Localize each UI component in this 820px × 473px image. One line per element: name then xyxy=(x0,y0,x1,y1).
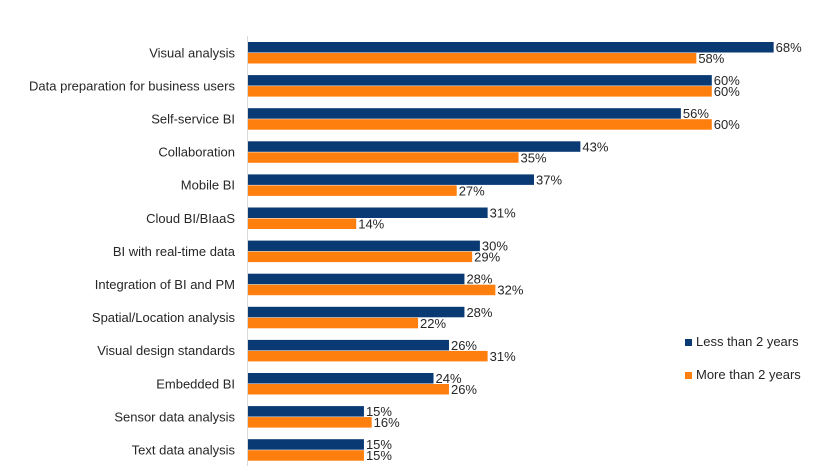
legend: Less than 2 years More than 2 years xyxy=(685,334,801,382)
data-label-less-than-2-years-spatial-location-analysis: 28% xyxy=(466,305,492,320)
category-label-mobile-bi: Mobile BI xyxy=(181,178,235,193)
category-label-embedded-bi: Embedded BI xyxy=(156,376,235,391)
bar-more-than-2-years-sensor-data-analysis xyxy=(248,417,372,428)
bar-more-than-2-years-visual-design-standards xyxy=(248,350,488,362)
data-label-more-than-2-years-visual-design-standards: 31% xyxy=(490,349,516,364)
data-label-more-than-2-years-collaboration: 35% xyxy=(521,150,547,165)
category-label-visual-design-standards: Visual design standards xyxy=(97,343,235,358)
data-label-less-than-2-years-embedded-bi: 24% xyxy=(436,371,462,386)
data-label-less-than-2-years-data-preparation-for-business-users: 60% xyxy=(714,73,740,88)
legend-label-less-than-2-years: Less than 2 years xyxy=(696,334,799,349)
data-label-less-than-2-years-visual-design-standards: 26% xyxy=(451,338,477,353)
bar-less-than-2-years-text-data-analysis xyxy=(248,439,364,450)
data-label-more-than-2-years-text-data-analysis: 15% xyxy=(366,448,392,463)
bar-more-than-2-years-self-service-bi xyxy=(248,119,712,130)
bar-less-than-2-years-collaboration xyxy=(248,141,581,152)
bar-more-than-2-years-collaboration xyxy=(248,152,519,163)
bar-less-than-2-years-visual-analysis xyxy=(248,42,774,53)
bar-less-than-2-years-integration-of-bi-and-pm xyxy=(248,273,465,285)
category-labels: Visual analysis Data preparation for busi… xyxy=(29,45,236,457)
data-label-less-than-2-years-self-service-bi: 56% xyxy=(683,106,709,121)
data-label-less-than-2-years-cloud-bi-biaas: 31% xyxy=(490,206,516,221)
category-label-cloud-bi-biaas: Cloud BI/BIaaS xyxy=(146,211,235,226)
bar-more-than-2-years-data-preparation-for-business-users xyxy=(248,86,712,97)
category-label-bi-with-real-time-data: BI with real-time data xyxy=(113,244,236,259)
data-label-less-than-2-years-integration-of-bi-and-pm: 28% xyxy=(466,272,492,287)
legend-swatch-less-than-2-years xyxy=(685,339,692,346)
bar-less-than-2-years-embedded-bi xyxy=(248,373,434,384)
bar-more-than-2-years-visual-analysis xyxy=(248,53,697,64)
data-label-more-than-2-years-cloud-bi-biaas: 14% xyxy=(358,217,384,232)
bar-more-than-2-years-mobile-bi xyxy=(248,185,457,196)
category-label-sensor-data-analysis: Sensor data analysis xyxy=(114,409,235,424)
bar-more-than-2-years-cloud-bi-biaas xyxy=(248,218,357,229)
bar-less-than-2-years-data-preparation-for-business-users xyxy=(248,75,712,86)
data-label-less-than-2-years-mobile-bi: 37% xyxy=(536,172,562,187)
category-label-spatial-location-analysis: Spatial/Location analysis xyxy=(92,310,236,325)
data-label-more-than-2-years-embedded-bi: 26% xyxy=(451,382,477,397)
bar-series xyxy=(248,42,774,461)
data-label-more-than-2-years-bi-with-real-time-data: 29% xyxy=(474,250,500,265)
bar-more-than-2-years-text-data-analysis xyxy=(248,450,364,461)
bar-more-than-2-years-bi-with-real-time-data xyxy=(248,251,473,263)
bar-less-than-2-years-self-service-bi xyxy=(248,108,681,119)
data-label-more-than-2-years-integration-of-bi-and-pm: 32% xyxy=(497,283,523,298)
bar-less-than-2-years-visual-design-standards xyxy=(248,339,449,351)
data-label-more-than-2-years-data-preparation-for-business-users: 60% xyxy=(714,84,740,99)
bar-more-than-2-years-embedded-bi xyxy=(248,384,449,395)
data-label-less-than-2-years-visual-analysis: 68% xyxy=(776,40,802,55)
category-label-visual-analysis: Visual analysis xyxy=(149,45,235,60)
data-label-less-than-2-years-collaboration: 43% xyxy=(582,139,608,154)
category-label-data-preparation-for-business-users: Data preparation for business users xyxy=(29,78,235,93)
data-label-more-than-2-years-sensor-data-analysis: 16% xyxy=(374,415,400,430)
data-label-more-than-2-years-spatial-location-analysis: 22% xyxy=(420,316,446,331)
legend-swatch-more-than-2-years xyxy=(685,372,692,379)
bar-less-than-2-years-sensor-data-analysis xyxy=(248,406,364,417)
bar-less-than-2-years-bi-with-real-time-data xyxy=(248,240,480,252)
data-labels: 68%58%60%60%56%60%43%35%37%27%31%14%30%2… xyxy=(358,40,802,463)
category-label-self-service-bi: Self-service BI xyxy=(151,111,235,126)
data-label-less-than-2-years-sensor-data-analysis: 15% xyxy=(366,404,392,419)
data-label-less-than-2-years-text-data-analysis: 15% xyxy=(366,437,392,452)
legend-label-more-than-2-years: More than 2 years xyxy=(696,367,801,382)
bar-less-than-2-years-cloud-bi-biaas xyxy=(248,207,488,218)
bar-more-than-2-years-spatial-location-analysis xyxy=(248,317,419,329)
bar-more-than-2-years-integration-of-bi-and-pm xyxy=(248,284,496,296)
category-label-text-data-analysis: Text data analysis xyxy=(132,442,236,457)
category-label-integration-of-bi-and-pm: Integration of BI and PM xyxy=(95,277,235,292)
data-label-more-than-2-years-self-service-bi: 60% xyxy=(714,117,740,132)
data-label-more-than-2-years-visual-analysis: 58% xyxy=(698,51,724,66)
bar-less-than-2-years-mobile-bi xyxy=(248,174,535,185)
data-label-more-than-2-years-mobile-bi: 27% xyxy=(459,183,485,198)
category-label-collaboration: Collaboration xyxy=(158,145,235,160)
data-label-less-than-2-years-bi-with-real-time-data: 30% xyxy=(482,239,508,254)
bar-less-than-2-years-spatial-location-analysis xyxy=(248,306,465,318)
